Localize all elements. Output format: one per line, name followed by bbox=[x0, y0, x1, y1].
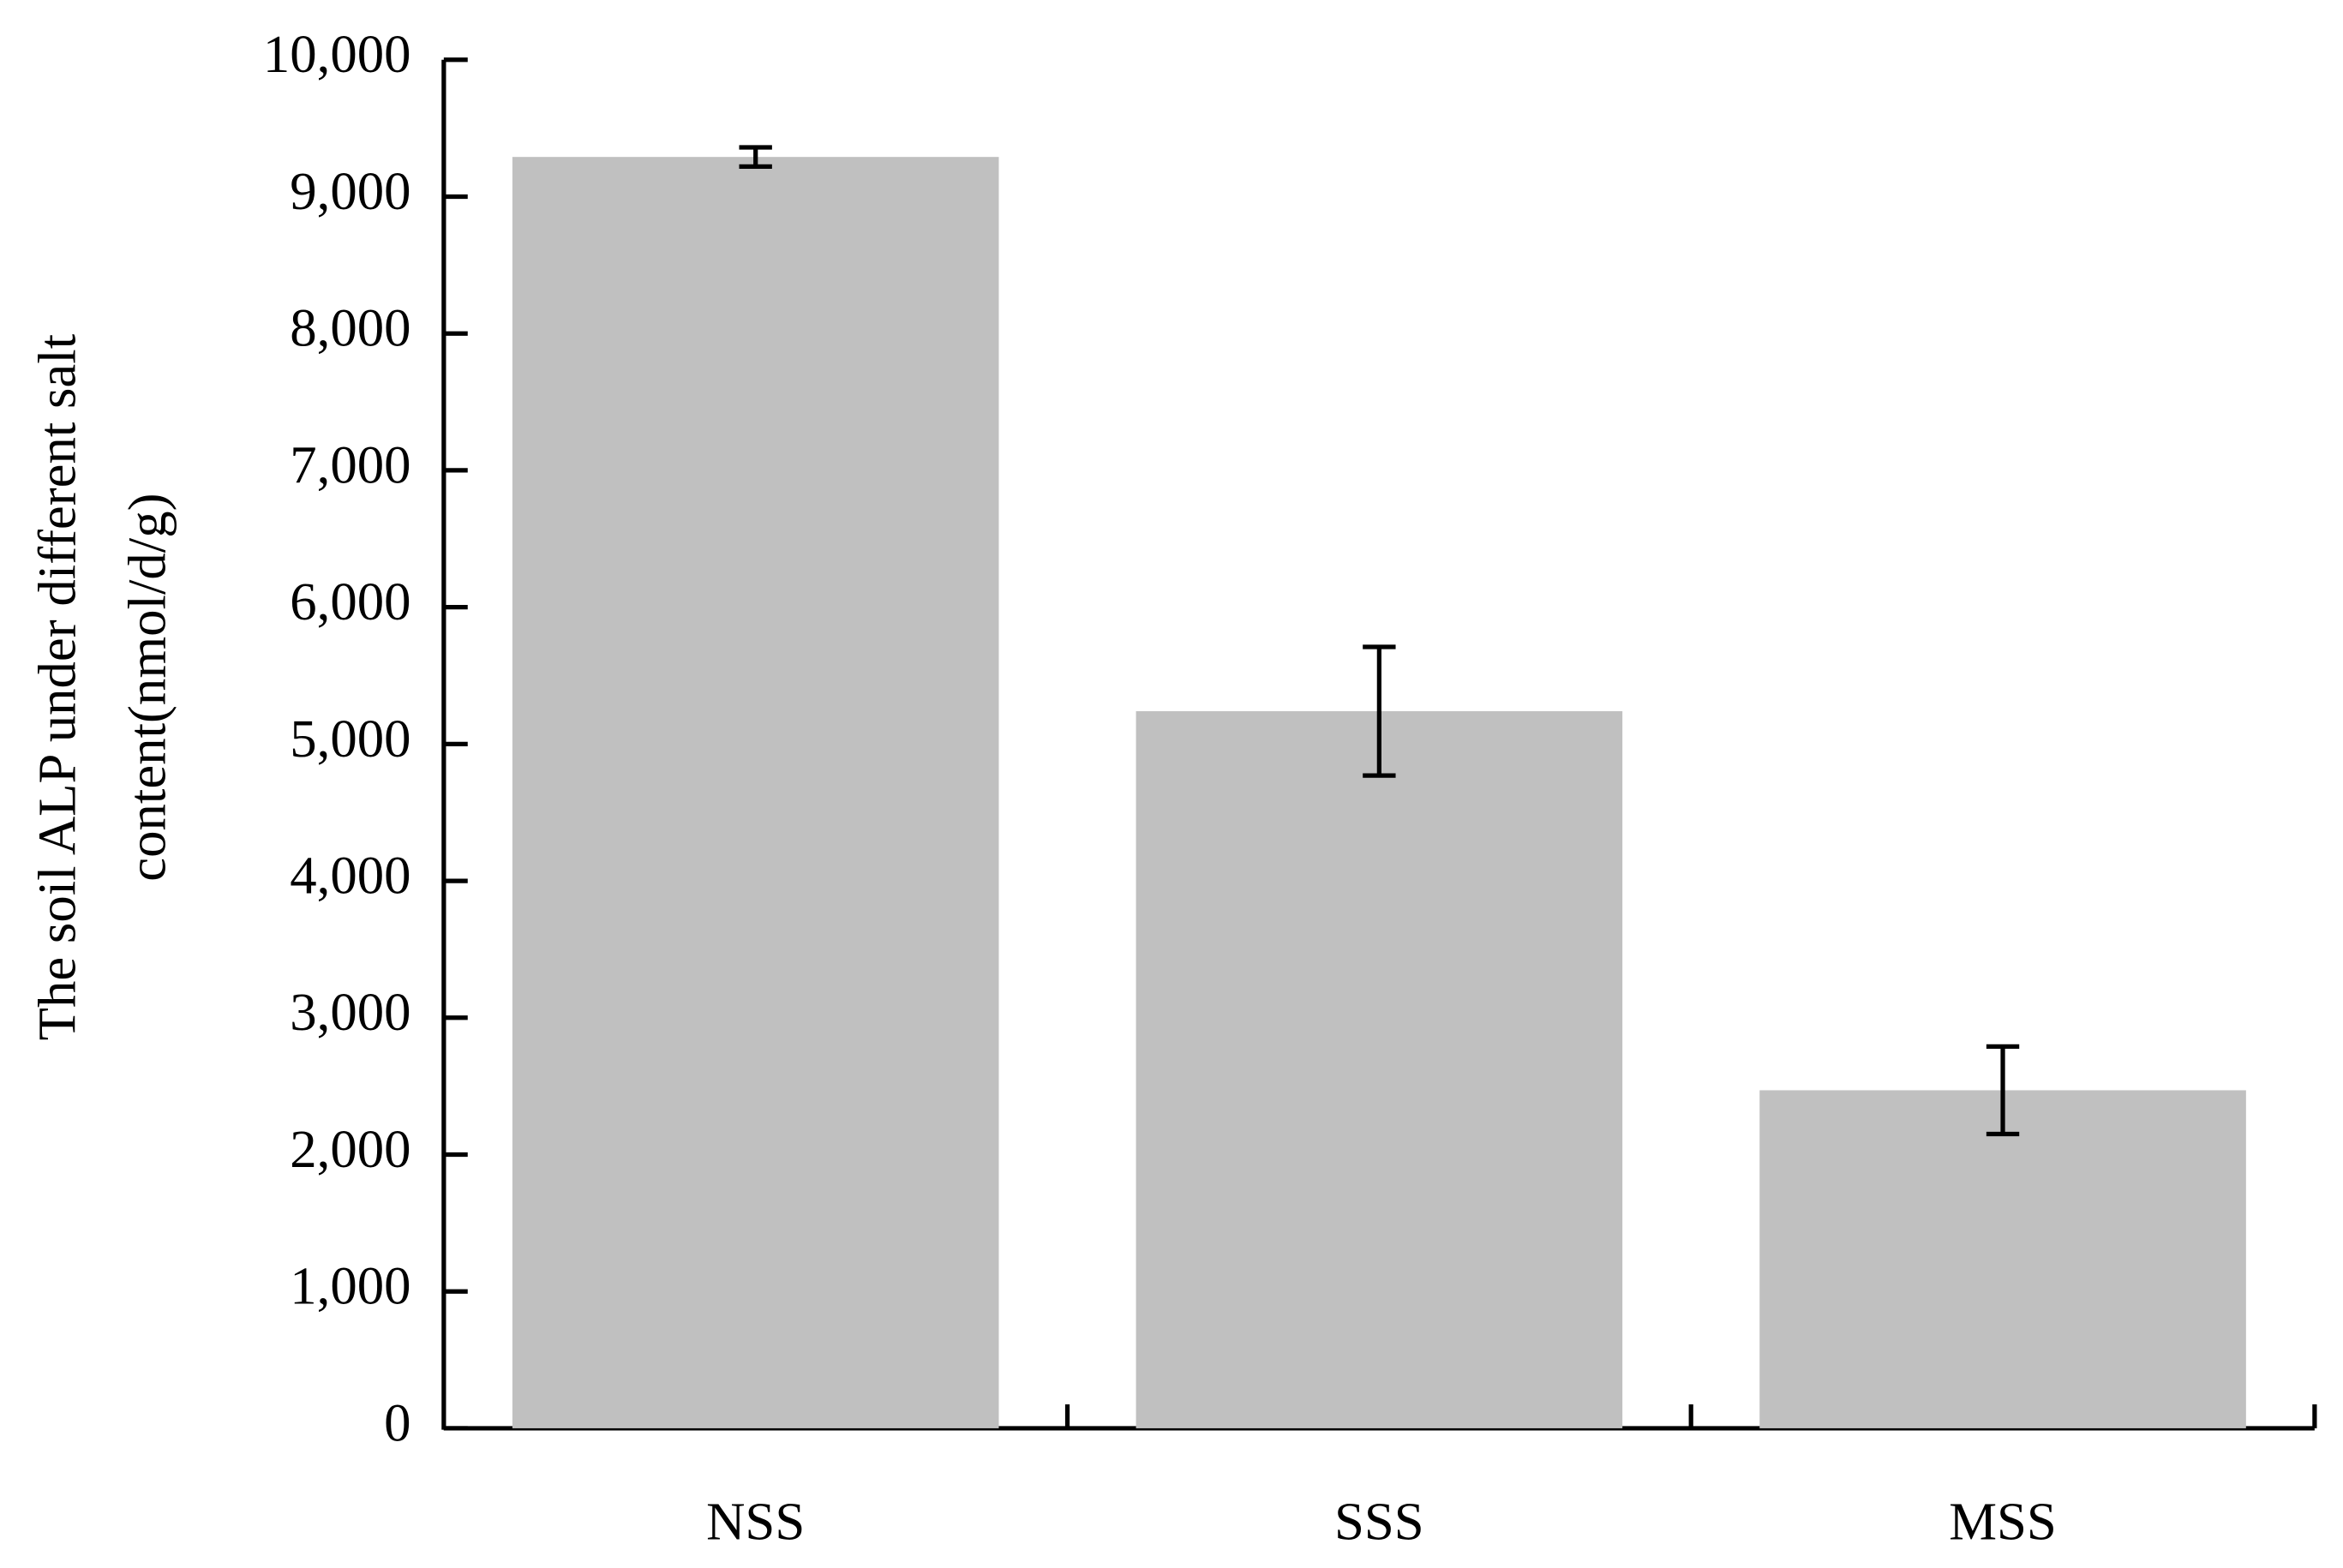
x-tick-label: SSS bbox=[1334, 1491, 1424, 1551]
y-tick-label: 7,000 bbox=[290, 434, 410, 494]
x-tick-label: MSS bbox=[1949, 1491, 2057, 1551]
y-tick-label: 9,000 bbox=[290, 161, 410, 221]
bar bbox=[512, 157, 999, 1428]
bar bbox=[1759, 1090, 2246, 1428]
y-tick-label: 6,000 bbox=[290, 572, 410, 631]
y-tick-label: 2,000 bbox=[290, 1119, 410, 1179]
y-tick-label: 4,000 bbox=[290, 845, 410, 905]
y-tick-label: 1,000 bbox=[290, 1256, 410, 1316]
bar bbox=[1136, 711, 1623, 1428]
y-tick-label: 10,000 bbox=[263, 24, 411, 84]
y-axis-label: content(nmol/d/g) bbox=[117, 493, 177, 881]
y-axis-label: The soil ALP under different salt bbox=[27, 333, 87, 1040]
y-tick-label: 5,000 bbox=[290, 709, 410, 769]
y-tick-label: 3,000 bbox=[290, 982, 410, 1042]
y-tick-label: 8,000 bbox=[290, 298, 410, 358]
y-tick-label: 0 bbox=[384, 1392, 410, 1452]
x-tick-label: NSS bbox=[706, 1491, 805, 1551]
